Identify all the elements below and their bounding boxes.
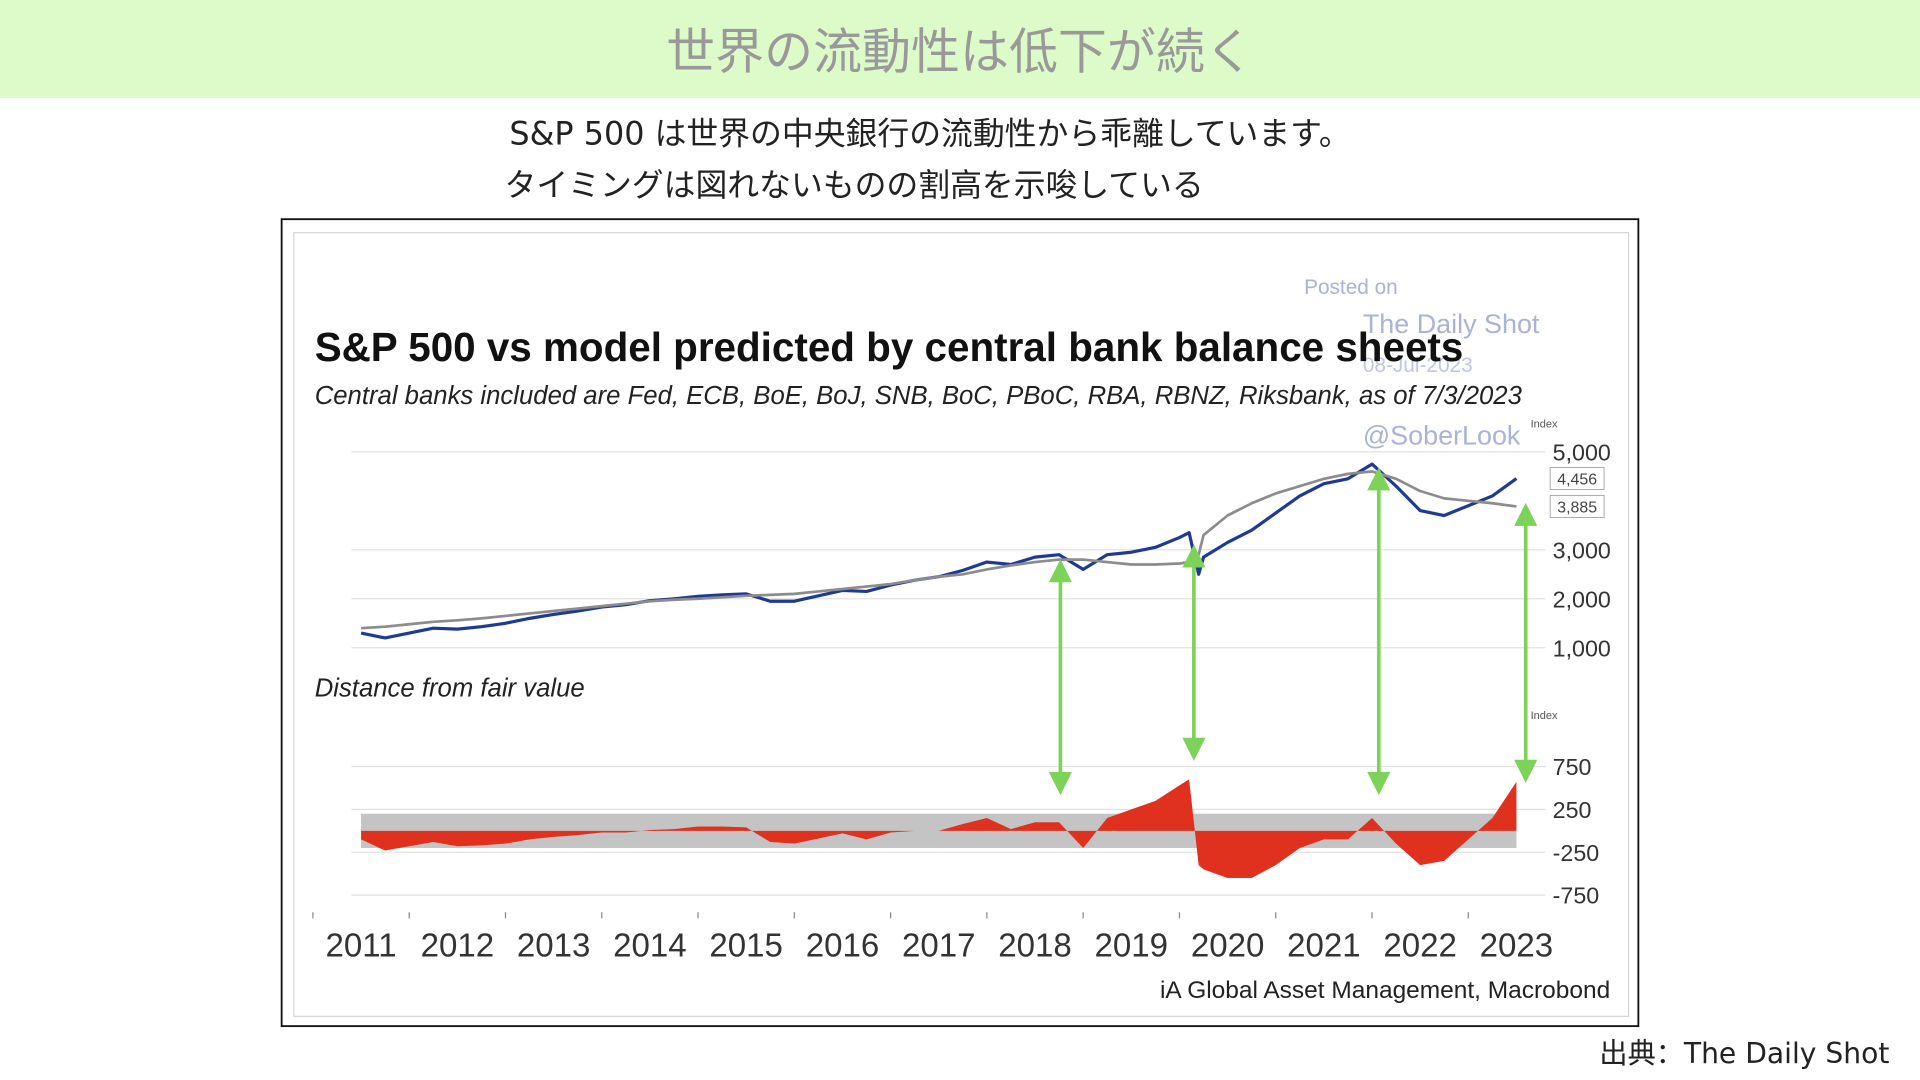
y-tick-label: 5,000	[1553, 439, 1611, 465]
y-tick-label: 2,000	[1553, 586, 1611, 612]
plots: 1,000 2,000 3,000 5,000 4,456 3,885 750 250 -250…	[312, 439, 1611, 964]
end-label: 4,456	[1557, 472, 1597, 489]
watermark: @SoberLook	[1363, 420, 1521, 450]
subtitle-line: タイミングは図れないものの割高を示唆している	[504, 166, 1203, 204]
series-line	[361, 470, 1517, 630]
x-tick-label: 2018	[998, 927, 1072, 964]
x-tick-label: 2019	[1095, 927, 1169, 964]
axis-label: Index	[1531, 418, 1558, 430]
axis-label: Index	[1531, 710, 1558, 722]
double-arrow	[1514, 502, 1538, 783]
end-label: 3,885	[1557, 500, 1597, 517]
x-tick-label: 2023	[1480, 927, 1554, 964]
y-tick-label: 250	[1553, 797, 1592, 823]
y-tick-label: -250	[1553, 840, 1600, 866]
x-tick-label: 2011	[326, 927, 397, 964]
x-tick-label: 2012	[421, 927, 495, 964]
watermark: Posted on	[1304, 276, 1398, 299]
y-tick-label: 750	[1553, 754, 1592, 780]
source-credit: 出典：The Daily Shot	[1599, 1037, 1889, 1070]
chart-source: iA Global Asset Management, Macrobond	[1160, 977, 1610, 1004]
y-tick-label: 1,000	[1553, 635, 1611, 661]
x-tick-label: 2017	[902, 927, 976, 964]
x-tick-label: 2013	[517, 927, 591, 964]
panel-title: Distance from fair value	[315, 675, 585, 703]
double-arrow	[1367, 467, 1391, 796]
watermark: 08-Jul-2023	[1363, 354, 1473, 377]
x-tick-label: 2015	[709, 927, 783, 964]
x-tick-label: 2020	[1191, 927, 1265, 964]
chart-image-border	[293, 232, 1630, 1017]
x-tick-label: 2016	[806, 927, 880, 964]
area	[361, 779, 1517, 878]
header-band	[0, 0, 1920, 98]
y-tick-label: -750	[1553, 883, 1600, 909]
arrows	[1048, 467, 1538, 796]
slide-title: 世界の流動性は低下が続く	[666, 24, 1254, 81]
x-tick-label: 2022	[1383, 927, 1457, 964]
chart-title: S&P 500 vs model predicted by central ba…	[315, 324, 1464, 370]
double-arrow	[1048, 559, 1072, 796]
end-label-box	[1549, 494, 1605, 518]
watermark: The Daily Shot	[1363, 309, 1540, 339]
y-tick-label: 3,000	[1553, 537, 1611, 563]
double-arrow	[1182, 544, 1206, 761]
x-tick-label: 2021	[1287, 927, 1361, 964]
chart-subtitle: Central banks included are Fed, ECB, BoE…	[315, 382, 1523, 410]
series-line	[360, 462, 1518, 640]
subtitle-line: S&P 500 は世界の中央銀行の流動性から乖離しています。	[509, 114, 1350, 152]
end-label-box	[1549, 466, 1605, 490]
x-tick-label: 2014	[613, 927, 687, 964]
